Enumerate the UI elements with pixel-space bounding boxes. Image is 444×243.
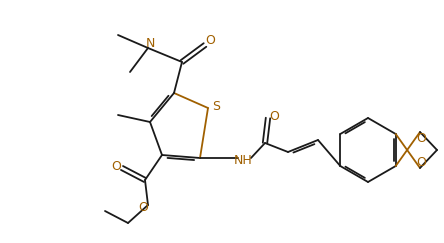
- Text: O: O: [111, 159, 121, 173]
- Text: N: N: [145, 37, 155, 51]
- Text: S: S: [212, 99, 220, 113]
- Text: O: O: [205, 35, 215, 47]
- Text: O: O: [269, 110, 279, 122]
- Text: O: O: [138, 200, 148, 214]
- Text: O: O: [416, 156, 426, 168]
- Text: O: O: [416, 131, 426, 145]
- Text: NH: NH: [234, 154, 252, 166]
